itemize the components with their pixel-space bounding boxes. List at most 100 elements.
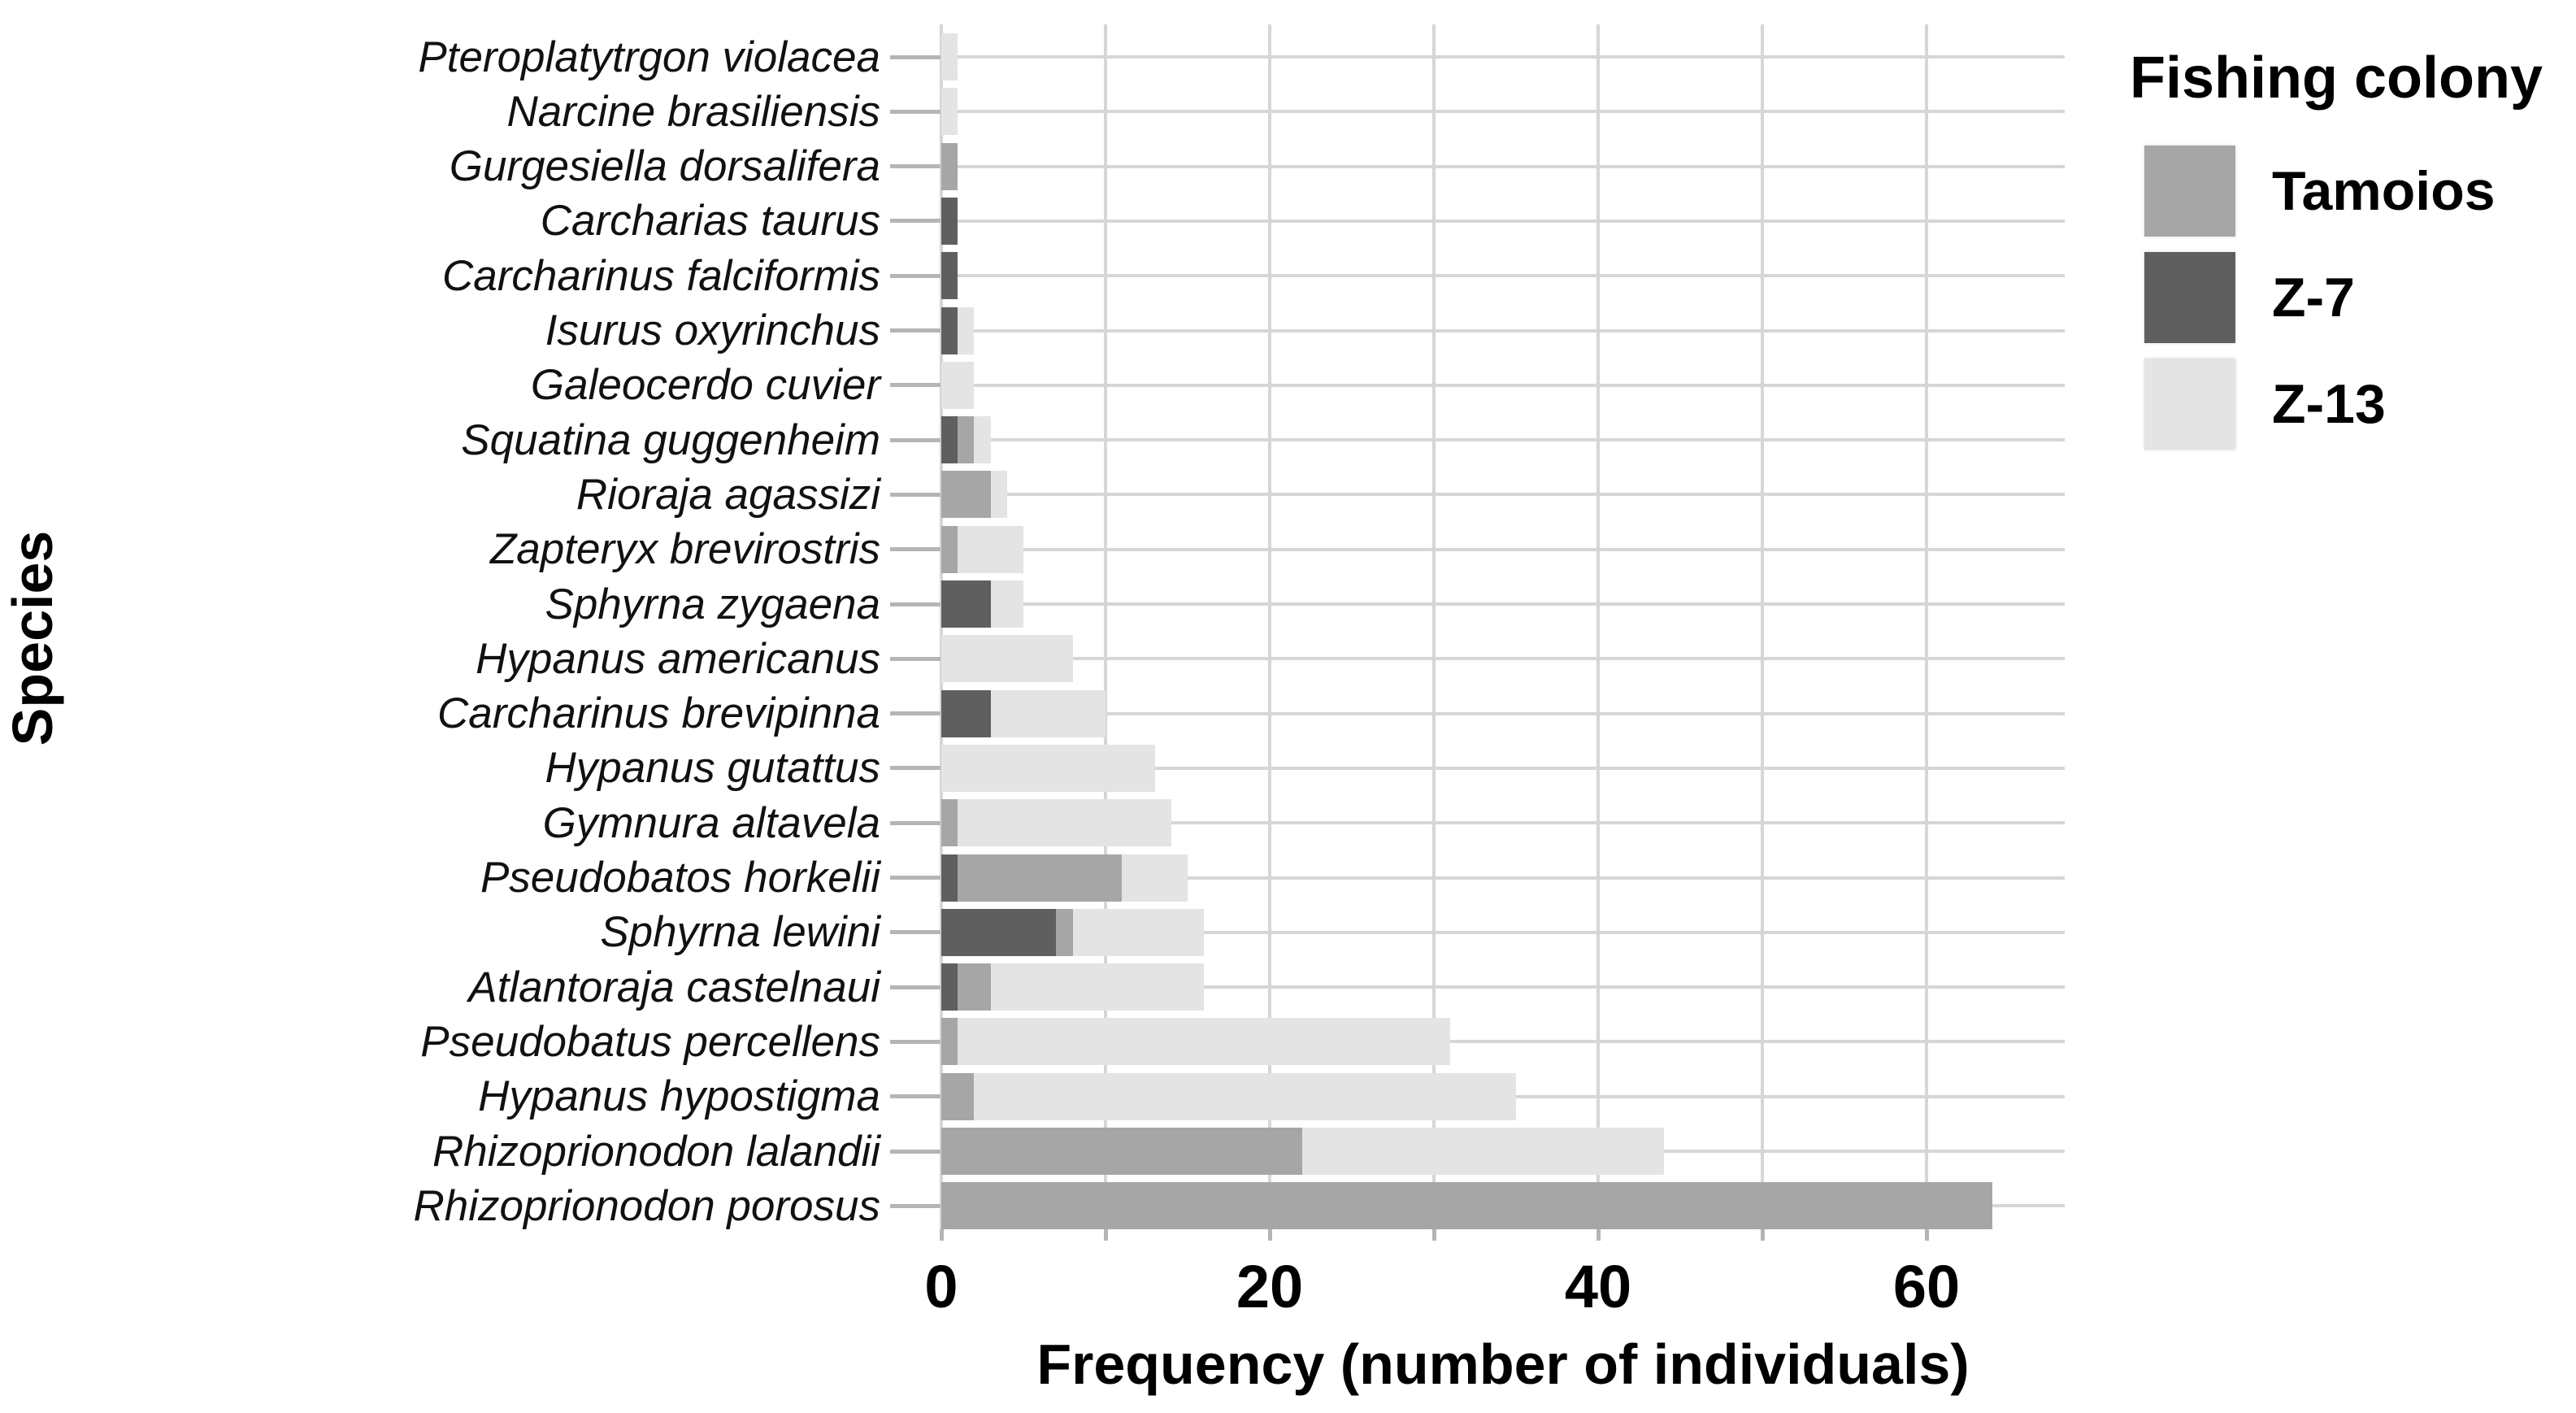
bar-segment-tamoios-15 [958, 854, 1123, 902]
bar-segment-tamoios-19 [941, 1072, 975, 1120]
y-axis-tick [890, 930, 940, 935]
y-axis-tick [890, 164, 940, 169]
x-axis-tick-30 [1431, 1229, 1436, 1241]
y-axis-tick [890, 109, 940, 114]
bar-segment-z-13-11 [941, 635, 1073, 683]
horizontal-gridline [941, 602, 2065, 606]
species-label: Squatina guggenheim [461, 415, 880, 464]
species-label: Narcine brasiliensis [506, 87, 880, 136]
bar-segment-z-13-0 [941, 33, 958, 80]
y-axis-tick [890, 1203, 940, 1208]
bar-segment-z-13-8 [990, 471, 1007, 519]
bar-segment-z-7-5 [941, 307, 958, 354]
plot-panel [940, 24, 2065, 1230]
legend: Fishing colony Tamoios Z-7 Z-13 [2130, 45, 2569, 465]
x-axis-tick-label-0: 0 [924, 1253, 958, 1320]
bar-segment-tamoios-14 [941, 799, 958, 847]
y-axis-tick [890, 54, 940, 59]
species-label: Zapteryx brevirostris [489, 525, 880, 574]
species-label: Pseudobatus percellens [420, 1017, 880, 1066]
bar-segment-z-7-3 [941, 197, 958, 245]
species-label: Galeocerdo cuvier [530, 361, 880, 410]
y-axis-title: Species [1, 530, 64, 746]
horizontal-gridline [941, 55, 2065, 59]
y-axis-tick [890, 1149, 940, 1154]
x-axis-tick-label-20: 20 [1236, 1253, 1304, 1320]
bar-segment-tamoios-2 [941, 142, 958, 190]
vertical-gridline-30 [1432, 24, 1436, 1229]
y-axis-tick [890, 711, 940, 716]
x-axis-tick-50 [1760, 1229, 1765, 1241]
bar-segment-z-13-17 [990, 963, 1205, 1011]
x-axis-title: Frequency (number of individuals) [1036, 1333, 1970, 1396]
y-axis-tick [890, 1039, 940, 1044]
bar-segment-z-13-19 [974, 1072, 1516, 1120]
bar-segment-z-13-20 [1302, 1128, 1664, 1175]
horizontal-gridline [941, 657, 2065, 661]
bar-segment-tamoios-7 [958, 416, 975, 464]
legend-swatch-z-7 [2144, 252, 2235, 343]
vertical-gridline-60 [1925, 24, 1928, 1229]
species-label: Pseudobatos horkelii [480, 854, 880, 902]
horizontal-gridline [941, 274, 2065, 278]
y-axis-tick [890, 766, 940, 771]
horizontal-gridline [941, 985, 2065, 989]
species-label: Gurgesiella dorsalifera [449, 142, 880, 191]
bar-segment-z-13-13 [941, 744, 1155, 792]
species-label: Carcharinus brevipinna [437, 689, 880, 738]
bar-segment-z-13-12 [990, 689, 1106, 737]
horizontal-gridline [941, 438, 2065, 442]
y-axis-tick [890, 876, 940, 880]
bar-segment-tamoios-8 [941, 471, 991, 519]
x-axis-tick-20 [1267, 1229, 1272, 1241]
legend-entry-z-13: Z-13 [2130, 359, 2569, 450]
vertical-gridline-20 [1268, 24, 1271, 1229]
species-label: Carcharinus falciformis [442, 251, 880, 300]
species-label: Sphyrna lewini [600, 908, 880, 957]
species-label: Rioraja agassizi [576, 470, 880, 519]
bar-segment-z-7-15 [941, 854, 958, 902]
horizontal-gridline [941, 493, 2065, 497]
species-label: Carcharias taurus [540, 197, 880, 246]
y-axis-tick [890, 328, 940, 333]
bar-segment-z-13-6 [941, 361, 975, 409]
bar-segment-z-7-12 [941, 689, 991, 737]
y-axis-tick [890, 219, 940, 224]
bar-segment-z-13-15 [1122, 854, 1188, 902]
bar-segment-z-7-10 [941, 580, 991, 628]
y-axis-tick [890, 437, 940, 442]
legend-swatch-z-13 [2144, 359, 2235, 450]
bar-segment-tamoios-18 [941, 1018, 958, 1066]
horizontal-gridline [941, 821, 2065, 825]
horizontal-gridline [941, 383, 2065, 387]
horizontal-gridline [941, 547, 2065, 551]
legend-label: Z-13 [2272, 373, 2386, 435]
horizontal-gridline [941, 930, 2065, 934]
bar-segment-z-13-14 [958, 799, 1171, 847]
legend-label: Tamoios [2272, 160, 2496, 222]
y-axis-tick [890, 492, 940, 497]
bar-segment-z-13-5 [958, 307, 975, 354]
horizontal-gridline [941, 110, 2065, 114]
bar-segment-z-13-18 [958, 1018, 1451, 1066]
vertical-gridline-10 [1104, 24, 1107, 1229]
y-axis-tick [890, 547, 940, 552]
y-axis-tick [890, 656, 940, 661]
bar-segment-tamoios-16 [1056, 908, 1073, 956]
species-label: Rhizoprionodon lalandii [432, 1127, 880, 1176]
bar-segment-z-13-1 [941, 88, 958, 136]
bar-segment-tamoios-17 [958, 963, 991, 1011]
horizontal-gridline [941, 1040, 2065, 1044]
y-axis-tick [890, 383, 940, 388]
horizontal-gridline [941, 876, 2065, 880]
species-label: Rhizoprionodon porosus [413, 1181, 880, 1230]
bar-segment-tamoios-9 [941, 525, 958, 573]
species-label: Sphyrna zygaena [545, 580, 880, 628]
legend-entry-tamoios: Tamoios [2130, 146, 2569, 237]
species-label: Pteroplatytrgon violacea [418, 33, 880, 81]
bar-segment-z-7-17 [941, 963, 958, 1011]
bar-segment-tamoios-21 [941, 1182, 1992, 1230]
horizontal-gridline [941, 766, 2065, 770]
species-label: Isurus oxyrinchus [545, 307, 880, 354]
